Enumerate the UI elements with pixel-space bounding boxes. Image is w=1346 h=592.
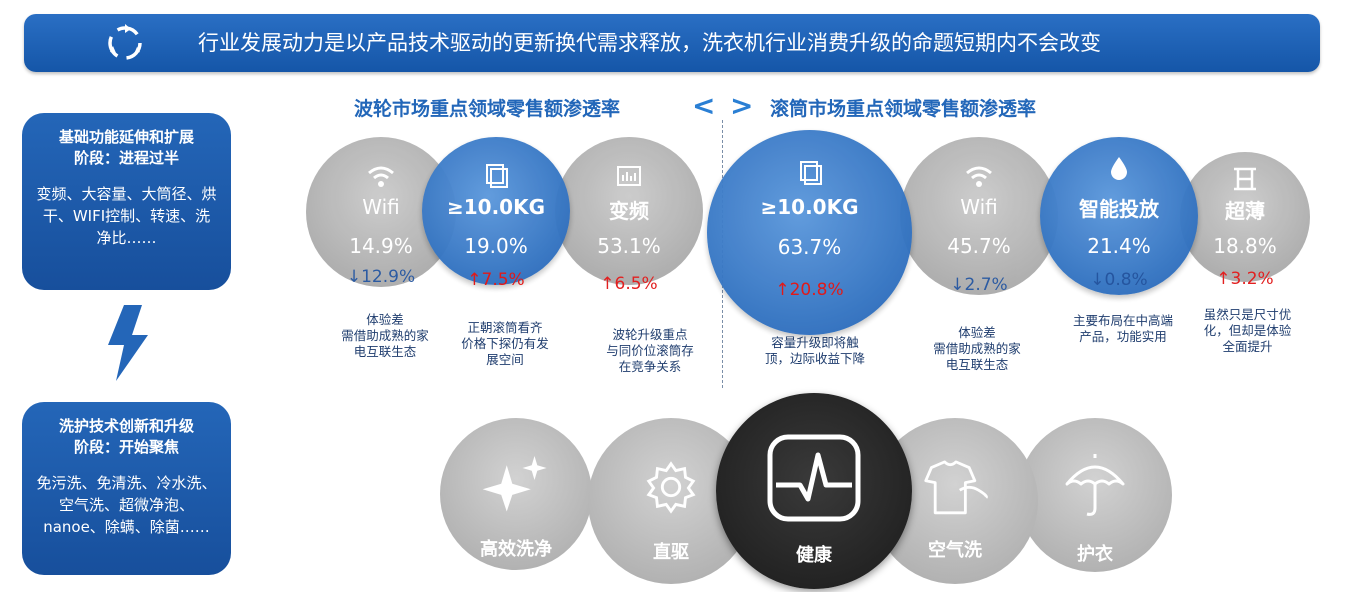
cycle-arrows-icon xyxy=(108,24,142,60)
circle-caption: 体验差 需借助成熟的家 电互联生态 xyxy=(902,325,1052,373)
caption-line: 全面提升 xyxy=(1222,339,1273,354)
stage-box-body: 免污洗、免清洗、冷水洗、空气洗、超微净泡、nanoe、除螨、除菌…… xyxy=(36,474,217,536)
stage-box-title: 洗护技术创新和升级 xyxy=(58,417,194,435)
circle-change: ↑6.5% xyxy=(600,274,658,294)
stage-box-subtitle: 阶段：进程过半 xyxy=(73,149,179,167)
stage-box-subtitle: 阶段：开始聚焦 xyxy=(73,438,179,456)
circle-label: 智能投放 xyxy=(1079,197,1159,221)
header-banner: 行业发展动力是以产品技术驱动的更新换代需求释放，洗衣机行业消费升级的命题短期内不… xyxy=(24,14,1320,72)
circle-caption: 容量升级即将触 顶，边际收益下降 xyxy=(740,335,890,367)
gear-icon xyxy=(642,458,700,516)
feature-label: 直驱 xyxy=(653,542,689,563)
feature-label: 高效洗净 xyxy=(480,539,552,560)
circle-label: 超薄 xyxy=(1225,199,1265,223)
circle-label: ≥10.0KG xyxy=(446,195,546,219)
caption-line: 电互联生态 xyxy=(945,357,1009,372)
inverter-icon xyxy=(614,163,644,189)
wifi-icon xyxy=(366,163,396,189)
caption-line: 体验差 xyxy=(366,312,404,327)
pulsator-market-title: 波轮市场重点领域零售额渗透率 xyxy=(354,98,621,120)
feature-label: 健康 xyxy=(796,545,832,566)
caption-line: 电互联生态 xyxy=(353,344,417,359)
circle-label: 变频 xyxy=(609,199,649,223)
chevron-right-icon: > xyxy=(730,89,754,122)
feature-label: 空气洗 xyxy=(928,540,982,561)
caption-line: 在竞争关系 xyxy=(618,359,682,374)
circle-percentage: 14.9% xyxy=(349,234,413,258)
caption-line: 虽然只是尺寸优 xyxy=(1203,307,1292,322)
circle-caption: 正朝滚筒看齐 价格下探仍有发 展空间 xyxy=(430,320,580,368)
circle-percentage: 45.7% xyxy=(947,234,1011,258)
feature-label: 护衣 xyxy=(1077,544,1113,565)
caption-line: 波轮升级重点 xyxy=(612,327,688,342)
circle-caption: 虽然只是尺寸优 化，但却是体验 全面提升 xyxy=(1180,307,1315,355)
penetration-circle: Wifi 45.7% ↓2.7% xyxy=(900,137,1058,295)
umbrella-icon xyxy=(1063,454,1127,518)
banner-title: 行业发展动力是以产品技术驱动的更新换代需求释放，洗衣机行业消费升级的命题短期内不… xyxy=(198,31,1101,55)
caption-line: 与同价位滚筒存 xyxy=(606,343,694,358)
caption-line: 需借助成熟的家 xyxy=(933,341,1021,356)
caption-line: 顶，边际收益下降 xyxy=(764,351,865,366)
lightning-bolt-icon xyxy=(108,305,148,381)
caption-line: 正朝滚筒看齐 xyxy=(467,320,543,335)
circle-label: Wifi xyxy=(362,195,400,219)
penetration-circle: 变频 53.1% ↑6.5% xyxy=(555,137,703,294)
chevron-left-icon: < xyxy=(692,89,716,122)
heartbeat-icon xyxy=(766,433,862,523)
caption-line: 展空间 xyxy=(486,352,524,367)
capacity-icon xyxy=(481,163,511,189)
penetration-circle: 超薄 18.8% ↑3.2% xyxy=(1180,152,1310,289)
drum-market-title: 滚筒市场重点领域零售额渗透率 xyxy=(770,98,1037,120)
circle-caption: 波轮升级重点 与同价位滚筒存 在竞争关系 xyxy=(585,327,715,375)
caption-line: 需借助成熟的家 xyxy=(341,328,429,343)
circle-change: ↓0.8% xyxy=(1090,270,1148,290)
circle-change: ↑7.5% xyxy=(467,270,525,290)
circle-percentage: 21.4% xyxy=(1087,234,1151,258)
stage-box-basic: 基础功能延伸和扩展 阶段：进程过半 变频、大容量、大筒径、烘干、WIFI控制、转… xyxy=(22,113,231,290)
circle-caption: 主要布局在中高端 产品，功能实用 xyxy=(1048,313,1198,345)
penetration-circle: 智能投放 21.4% ↓0.8% xyxy=(1040,137,1198,295)
feature-circle: 护衣 xyxy=(1018,418,1172,572)
capacity-icon xyxy=(795,160,825,186)
caption-line: 体验差 xyxy=(958,325,996,340)
circle-label: ≥10.0KG xyxy=(760,195,859,219)
caption-line: 价格下探仍有发 xyxy=(461,336,549,351)
water-drop-icon xyxy=(1104,155,1134,181)
circle-percentage: 19.0% xyxy=(464,234,528,258)
circle-change: ↓12.9% xyxy=(346,267,416,287)
feature-circle: 高效洗净 xyxy=(440,418,592,570)
penetration-circle: ≥10.0KG 19.0% ↑7.5% xyxy=(422,137,570,290)
feature-circle: 健康 xyxy=(716,393,912,589)
circle-change: ↓2.7% xyxy=(950,275,1008,295)
caption-line: 化，但却是体验 xyxy=(1203,323,1292,338)
circle-change: ↑20.8% xyxy=(775,280,844,300)
circle-caption: 体验差 需借助成熟的家 电互联生态 xyxy=(310,312,460,360)
caption-line: 主要布局在中高端 xyxy=(1072,313,1173,328)
circle-percentage: 18.8% xyxy=(1213,234,1277,258)
stage-box-care: 洗护技术创新和升级 阶段：开始聚焦 免污洗、免清洗、冷水洗、空气洗、超微净泡、n… xyxy=(22,402,231,575)
penetration-circle: Wifi 14.9% ↓12.9% xyxy=(306,137,456,287)
caption-line: 产品，功能实用 xyxy=(1079,329,1167,344)
stage-box-title: 基础功能延伸和扩展 xyxy=(58,128,194,146)
penetration-circle: ≥10.0KG 63.7% ↑20.8% xyxy=(707,130,912,335)
circle-percentage: 53.1% xyxy=(597,234,661,258)
stage-box-body: 变频、大容量、大筒径、烘干、WIFI控制、转速、洗净比…… xyxy=(36,185,217,247)
circle-percentage: 63.7% xyxy=(777,235,842,259)
circle-change: ↑3.2% xyxy=(1216,269,1274,289)
clothes-icon xyxy=(922,460,988,516)
wifi-icon xyxy=(964,163,994,189)
slim-icon xyxy=(1230,166,1260,192)
circle-label: Wifi xyxy=(960,195,998,219)
sparkle-icon xyxy=(479,456,553,512)
caption-line: 容量升级即将触 xyxy=(771,335,859,350)
